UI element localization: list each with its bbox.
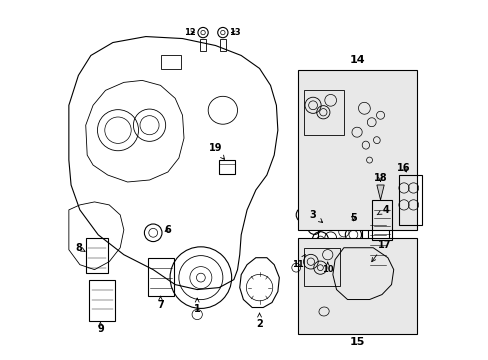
Bar <box>303 248 340 285</box>
Bar <box>298 71 416 230</box>
Text: 19: 19 <box>208 143 224 159</box>
Text: 12: 12 <box>183 28 195 37</box>
Bar <box>85 238 107 273</box>
Text: 11: 11 <box>292 255 305 269</box>
Bar <box>89 280 115 321</box>
Bar <box>220 39 225 50</box>
Text: 8: 8 <box>75 243 85 253</box>
Bar <box>371 200 391 240</box>
Text: 10: 10 <box>321 262 333 274</box>
Text: 15: 15 <box>348 337 364 347</box>
Bar <box>219 160 235 174</box>
Text: 6: 6 <box>164 225 171 235</box>
Text: 13: 13 <box>229 28 241 37</box>
Bar <box>298 238 416 334</box>
Polygon shape <box>376 185 384 200</box>
Bar <box>303 90 343 135</box>
Bar <box>398 175 422 225</box>
Text: 1: 1 <box>193 298 200 315</box>
Text: 16: 16 <box>396 163 410 173</box>
Text: 4: 4 <box>376 205 388 215</box>
Bar <box>367 215 388 270</box>
Text: 18: 18 <box>373 173 386 183</box>
Text: 7: 7 <box>157 296 163 310</box>
Bar <box>160 55 181 69</box>
Text: 9: 9 <box>97 321 103 334</box>
Text: 3: 3 <box>309 210 322 222</box>
Text: 2: 2 <box>256 313 263 329</box>
Text: 14: 14 <box>348 55 364 66</box>
Bar <box>200 39 205 50</box>
Text: 5: 5 <box>349 213 356 223</box>
Bar <box>148 258 173 296</box>
Text: 17: 17 <box>371 240 390 262</box>
Bar <box>318 215 362 285</box>
